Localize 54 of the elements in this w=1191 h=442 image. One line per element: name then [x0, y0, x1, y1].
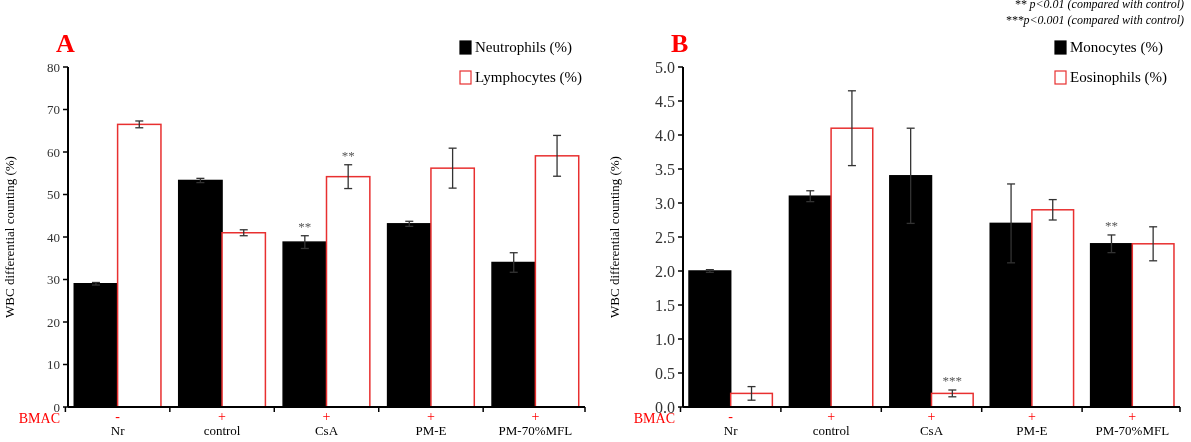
x-tick-label: control — [812, 423, 850, 438]
text: + — [426, 409, 435, 424]
y-tick-label: 50 — [47, 187, 60, 203]
y-tick-label: 60 — [47, 144, 60, 160]
y-tick-label: 4.0 — [655, 126, 675, 144]
text: - — [115, 409, 121, 424]
x-tick-label: PM-E — [1016, 423, 1048, 438]
y-tick-label: 3.0 — [655, 194, 675, 212]
text: + — [827, 409, 836, 424]
text: BMAC — [633, 411, 675, 426]
text: + — [927, 409, 936, 424]
annotation: ** — [341, 147, 355, 163]
y-axis-title: WBC differential counting (%) — [2, 156, 17, 318]
y-tick-label: 2.0 — [655, 262, 675, 280]
x-tick-label: Nr — [723, 423, 739, 438]
text: BMAC — [18, 411, 60, 426]
x-tick-label: CsA — [919, 423, 944, 438]
chart-title: B — [671, 29, 689, 58]
y-tick-label: 4.5 — [655, 92, 675, 110]
y-tick-label: 30 — [47, 272, 60, 288]
annotation: *** — [942, 373, 963, 388]
annotation: ** — [1104, 217, 1118, 233]
text: ***p<0.001 (compared with control) — [1005, 13, 1184, 27]
x-tick-label: PM-70%MFL — [498, 423, 573, 438]
text: + — [218, 409, 227, 424]
y-tick-label: 80 — [47, 59, 60, 75]
y-tick-label: 20 — [47, 314, 60, 330]
x-tick-label: CsA — [314, 423, 339, 438]
text: ** p<0.01 (compared with control) — [1014, 0, 1184, 11]
legend-label: Eosinophils (%) — [1070, 69, 1168, 86]
text: + — [322, 409, 331, 424]
y-tick-label: 3.5 — [655, 160, 675, 178]
legend-label: Lymphocytes (%) — [475, 69, 583, 86]
x-tick-label: PM-E — [415, 423, 447, 438]
y-tick-label: 10 — [47, 357, 60, 373]
x-tick-label: control — [203, 423, 241, 438]
y-tick-label: 2.5 — [655, 228, 675, 246]
chart-title: A — [56, 29, 75, 58]
text: + — [1128, 409, 1137, 424]
y-tick-label: 70 — [47, 102, 60, 118]
y-tick-label: 40 — [47, 229, 60, 245]
text: - — [728, 409, 734, 424]
annotation: ** — [298, 218, 312, 234]
y-tick-label: 1.0 — [655, 330, 675, 348]
text: + — [1027, 409, 1036, 424]
legend-label: Neutrophils (%) — [475, 39, 573, 56]
x-tick-label: Nr — [110, 423, 126, 438]
y-tick-label: 1.5 — [655, 296, 675, 314]
y-tick-label: 5.0 — [655, 58, 675, 76]
text: + — [531, 409, 540, 424]
y-axis-title: WBC differential counting (%) — [607, 156, 622, 318]
legend-label: Monocytes (%) — [1070, 39, 1163, 56]
y-tick-label: 0.5 — [655, 364, 675, 382]
x-tick-label: PM-70%MFL — [1095, 423, 1170, 438]
